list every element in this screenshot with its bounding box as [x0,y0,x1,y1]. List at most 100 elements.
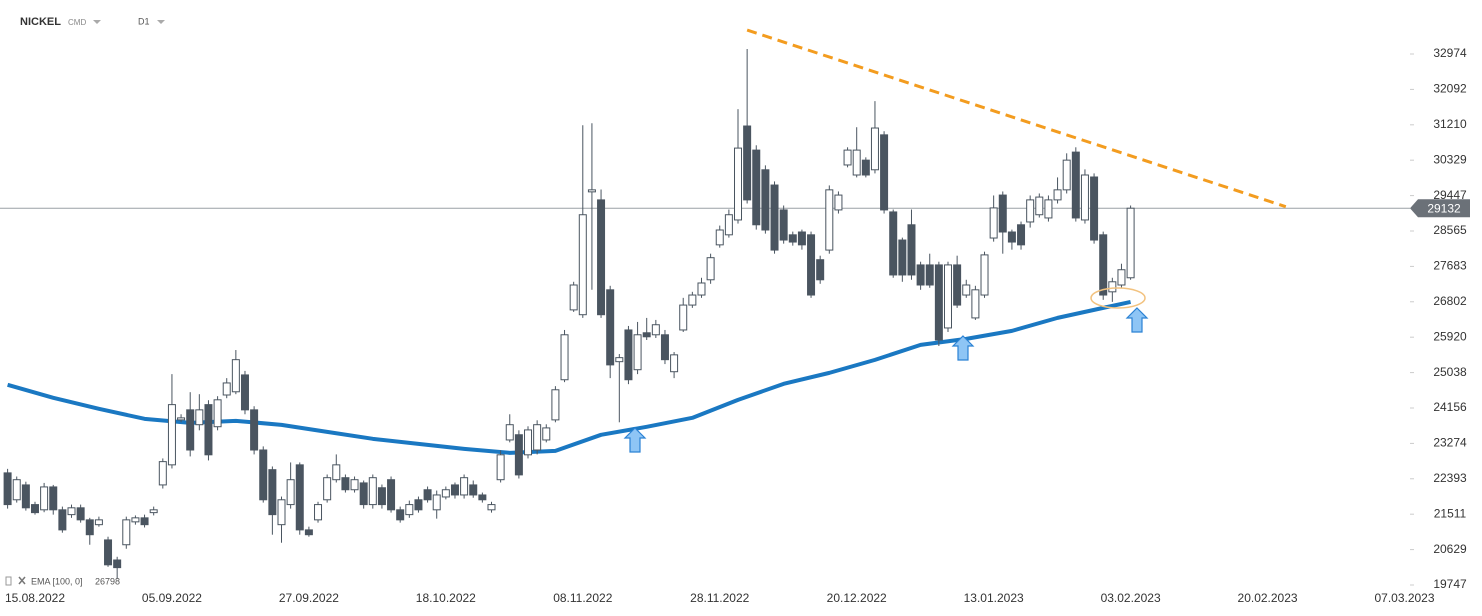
candle-body [870,127,879,171]
x-tick-label: 20.12.2022 [827,591,887,605]
x-tick-label: 13.01.2023 [964,591,1024,605]
legend-label: EMA [100, 0] [31,576,83,586]
candle-body [250,409,259,451]
candle-body [414,499,423,511]
candle-body [1071,151,1080,219]
candle-body [925,264,934,286]
candle-body [1007,231,1016,243]
y-tick-label: 28565 [1433,223,1467,237]
x-tick-label: 05.09.2022 [142,591,202,605]
candle-body [587,189,596,193]
candle-body [715,229,724,246]
highlight-ellipse [1090,287,1146,309]
candle-body [898,239,907,276]
x-tick-label: 03.02.2023 [1101,591,1161,605]
candle-body [67,507,76,516]
candle-body [889,211,898,276]
candle-body [953,264,962,306]
candle-body [989,207,998,239]
candle-body [633,334,642,371]
y-tick-label: 32974 [1433,46,1467,60]
candle-body [743,125,752,201]
candle-body [998,194,1007,233]
candle-body [514,434,523,476]
candle-body [852,149,861,176]
candle-body [1026,199,1035,223]
candle-body [1053,189,1062,201]
candle-body [323,477,332,501]
candle-body [834,194,843,211]
candle-body [387,479,396,511]
candle-body [441,489,450,498]
candle-body [734,147,743,221]
candle-body [85,519,94,536]
candle-body [1017,224,1026,246]
x-tick-label: 28.11.2022 [690,591,749,605]
dropdown-icon[interactable] [157,20,165,24]
candle-body [350,479,359,491]
candle-body [460,477,469,496]
candle-body [186,409,195,451]
plot-area: 32974 32092 31210 30329 29447 28565 27683 26802… [0,28,1470,605]
candle-body [21,484,30,509]
candle-body [843,149,852,166]
dropdown-icon[interactable] [93,20,101,24]
y-tick-label: 25920 [1433,329,1467,343]
y-tick-label: 29447 [1433,188,1467,202]
candle-body [432,494,441,511]
y-tick-label: 22393 [1433,471,1467,485]
candle-body [40,486,49,511]
candle-body [3,472,12,506]
y-tick-label: 24156 [1433,400,1467,414]
y-tick-label: 31210 [1433,117,1467,131]
candle-body [624,329,633,381]
candle-body [642,332,651,338]
interval: D1 [138,16,150,26]
candle-body [1035,196,1044,216]
candle-body [788,234,797,243]
y-tick-label: 19747 [1433,577,1467,591]
candle-body [158,461,167,486]
x-tick-label: 18.10.2022 [416,591,476,605]
candle-body [962,284,971,296]
candle-body [797,231,806,246]
candle-body [259,449,268,501]
candle-body [1090,176,1099,241]
candle-body [286,479,295,506]
symbol: NICKEL [20,16,61,28]
candle-body [113,559,122,569]
x-tick-label: 15.08.2022 [5,591,65,605]
candle-body [688,294,697,306]
legend-value: 26798 [95,576,120,586]
y-tick-label: 20629 [1433,542,1467,556]
x-tick-label: 08.11.2022 [553,591,612,605]
y-tick-label: 26802 [1433,294,1467,308]
candle-body [487,504,496,511]
candle-body [551,389,560,421]
candle-body [377,487,386,506]
candle-body [268,469,277,516]
candle-body [469,484,478,496]
candle-body [30,504,39,514]
candle-body [295,464,304,531]
candle-body [368,477,377,506]
legend-settings-icon[interactable] [5,576,12,586]
arrow-up [623,307,1149,453]
candle-body [131,517,140,523]
legend-close-icon[interactable] [18,576,26,585]
candle-body [505,424,514,441]
y-tick-label: 23274 [1433,436,1467,450]
candle-body [140,517,149,526]
candle-body [195,409,204,426]
candle-body [94,519,103,526]
trendline [746,28,1287,209]
candle-body [916,264,925,286]
candle-body [359,482,368,506]
candle-body [770,184,779,251]
candle-body [1062,159,1071,191]
candle-body [240,374,249,411]
candle-body [450,484,459,496]
candle-body [177,417,186,421]
candle-body [122,519,131,546]
candle-body [597,199,606,316]
